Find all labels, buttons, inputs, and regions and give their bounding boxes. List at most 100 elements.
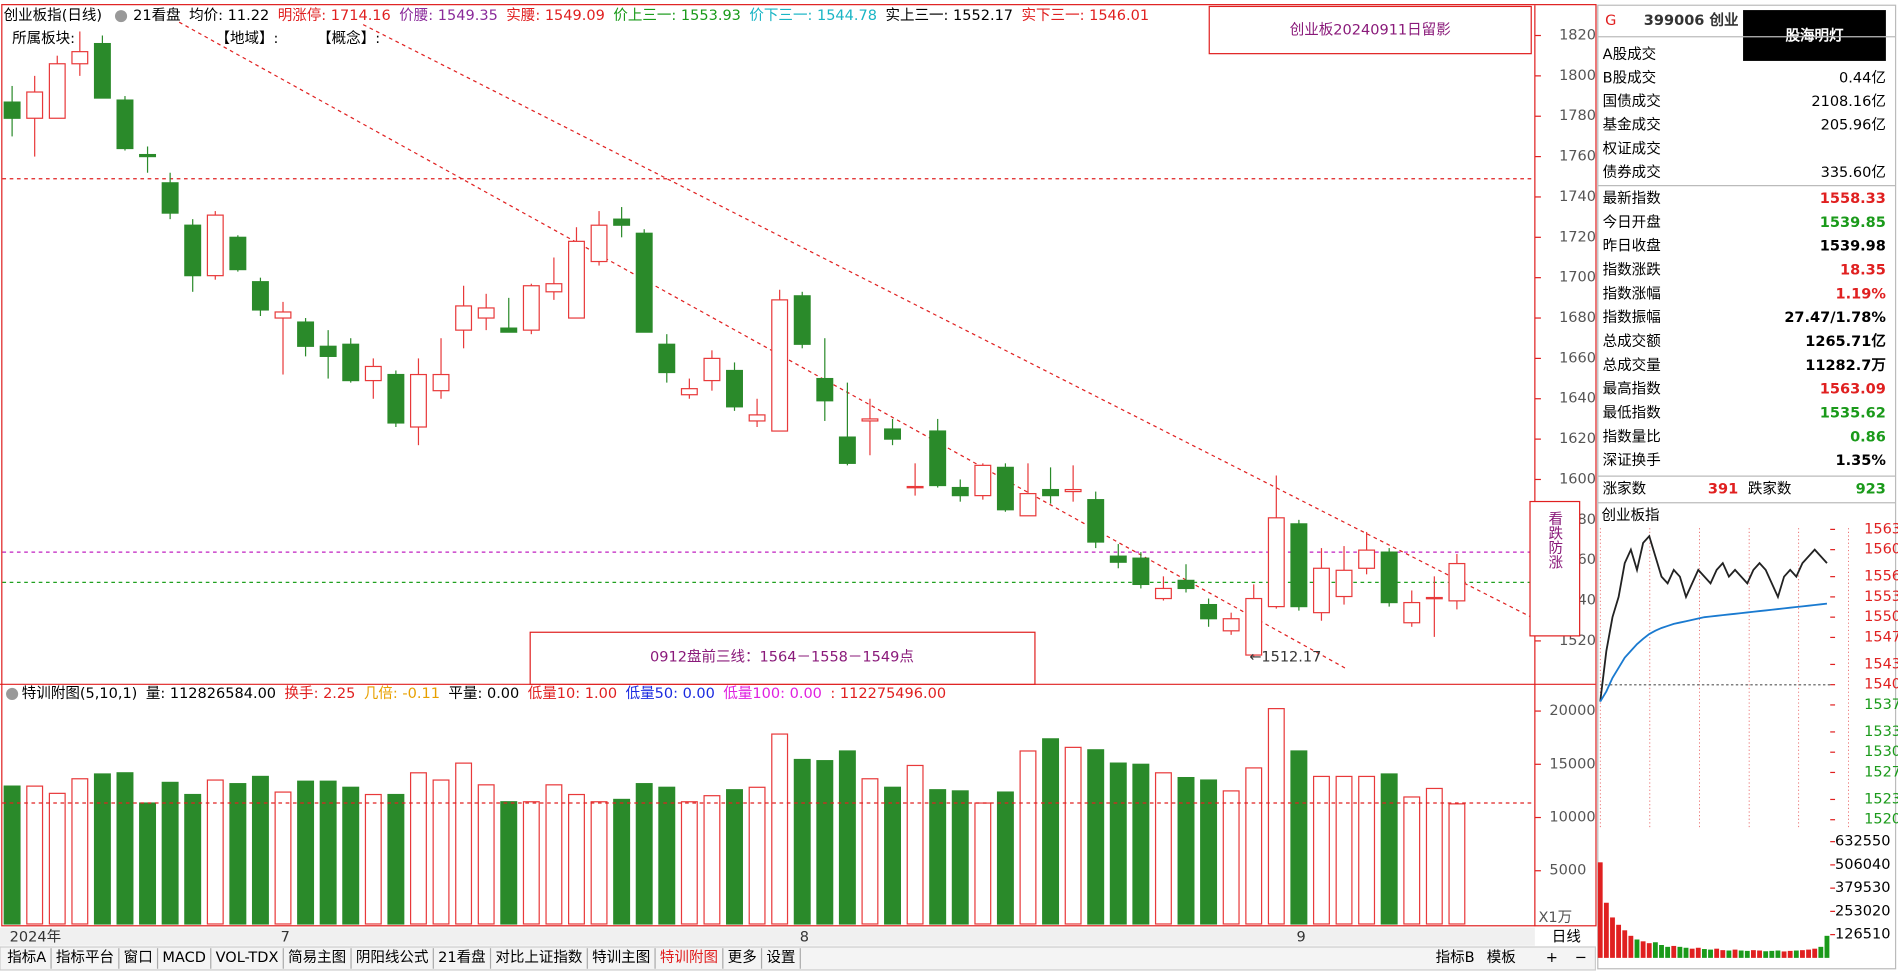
tab[interactable]: 简易主图 [288,949,346,966]
intraday-title: 创业板指 [1601,506,1659,524]
tab[interactable]: 指标A [7,949,46,966]
y-tick-label: 15000 [1549,756,1595,772]
stat-value: 1535.62 [1820,406,1886,422]
tab[interactable]: 模板 [1487,948,1517,966]
candle-body [884,428,902,440]
candle-body [613,218,631,226]
period[interactable]: 日线 [1552,928,1581,945]
side-frame [1597,4,1897,970]
header-item: 实上三一: 1552.17 [885,7,1013,24]
volume-bar [545,784,563,925]
candle-body [3,101,21,119]
volume-bar [139,802,157,925]
y-tick-label: 1780 [1559,108,1596,124]
tab[interactable]: MACD [162,950,206,966]
tab[interactable]: 21看盘 [438,948,486,966]
intraday-volume-bar [1622,930,1628,958]
stat-value: 1558.33 [1820,191,1886,207]
tab[interactable]: 窗口 [124,948,153,966]
row-label: 基金成交 [1603,116,1661,134]
y-tick-label: 1520 [1864,812,1898,828]
stat-value: 1.35% [1836,453,1887,469]
y-tick-label: 1550 [1864,609,1898,625]
stat-value: 11282.7万 [1805,357,1886,374]
candle-body [184,224,202,277]
volume-bar [251,775,269,925]
breadth-value: 923 [1856,481,1886,497]
candle-body [455,305,473,331]
candle-body [48,63,66,119]
volume-header-item: 几倍: -0.11 [364,685,440,702]
volume-header-item: : 112275496.00 [830,686,946,702]
stat-value: 1.19% [1836,286,1887,302]
annotation-box [1529,500,1581,637]
volume-bar [703,795,721,925]
volume-bar [1380,773,1398,925]
candle-body [1335,569,1353,598]
intraday-volume-bar [1665,946,1671,958]
y-tick-label: 10000 [1549,810,1595,826]
menu-icon[interactable] [6,687,19,701]
y-tick-label: 1527 [1864,764,1898,780]
intraday-volume-bar [1757,950,1762,958]
volume-bar [1064,746,1082,925]
volume-bar [116,772,134,925]
tab[interactable]: 特训主图 [592,949,650,966]
button[interactable]: − [1575,950,1587,966]
candle-body [1087,499,1105,543]
intraday-volume-bar [1671,945,1677,958]
intraday-volume-bar [1640,941,1646,958]
y-tick-label: 1533 [1864,724,1898,740]
stat-value: 27.47/1.78% [1784,310,1886,326]
volume-bar [816,760,834,925]
header-item: 均价: 11.22 [189,7,269,24]
breadth-label: 跌家数 [1748,480,1792,497]
volume-bar [906,764,924,925]
volume-bar [748,786,766,925]
header-item: 实腰: 1549.09 [506,7,605,24]
tab[interactable]: 指标平台 [56,949,114,966]
volume-bar [884,786,902,925]
volume-bar [477,784,495,925]
y-tick-label: 1680 [1559,310,1596,326]
volume-bar [297,780,315,925]
x-axis-strip [0,927,1535,946]
candle-body [1019,492,1037,517]
candle-body [477,307,495,319]
tab[interactable]: 阴阳线公式 [356,949,429,966]
tab[interactable]: 对比上证指数 [495,949,583,966]
stat-label: 昨日收盘 [1603,237,1661,255]
menu-icon[interactable] [114,10,128,23]
intraday-volume-bar [1732,949,1738,958]
candle-body [500,327,518,333]
candle-body [26,91,44,119]
intraday-volume-bar [1628,935,1634,958]
intraday-volume-bar [1744,950,1750,958]
volume-bar [1403,796,1421,925]
intraday-volume-bar [1695,947,1701,958]
y-tick-label: 1556 [1864,569,1898,585]
candle-body [1042,488,1060,497]
volume-bar [387,793,405,925]
intraday-volume-bar [1659,945,1664,958]
volume-bar [1042,738,1060,925]
intraday-volume-bar [1818,946,1824,958]
volume-bar [26,785,44,925]
intraday-volume-bar [1701,949,1707,958]
stat-label: 深证换手 [1603,452,1661,469]
tab[interactable]: VOL-TDX [216,950,279,966]
candle-body [1200,603,1218,620]
tab[interactable]: 更多 [728,949,757,966]
tab[interactable]: 特训附图 [660,949,718,966]
stat-label: 最低指数 [1603,405,1662,422]
candle-body [409,373,427,428]
intraday-volume-bar [1610,917,1615,958]
button[interactable]: + [1546,950,1558,966]
intraday-volume-bar [1775,950,1781,958]
candle-body [274,311,292,319]
tab[interactable]: 设置 [766,949,795,966]
stat-value: 1539.85 [1820,215,1886,231]
intraday-volume-bar [1824,935,1830,958]
annotation: ←1512.17 [1249,650,1321,666]
tab[interactable]: 指标B [1436,949,1475,966]
